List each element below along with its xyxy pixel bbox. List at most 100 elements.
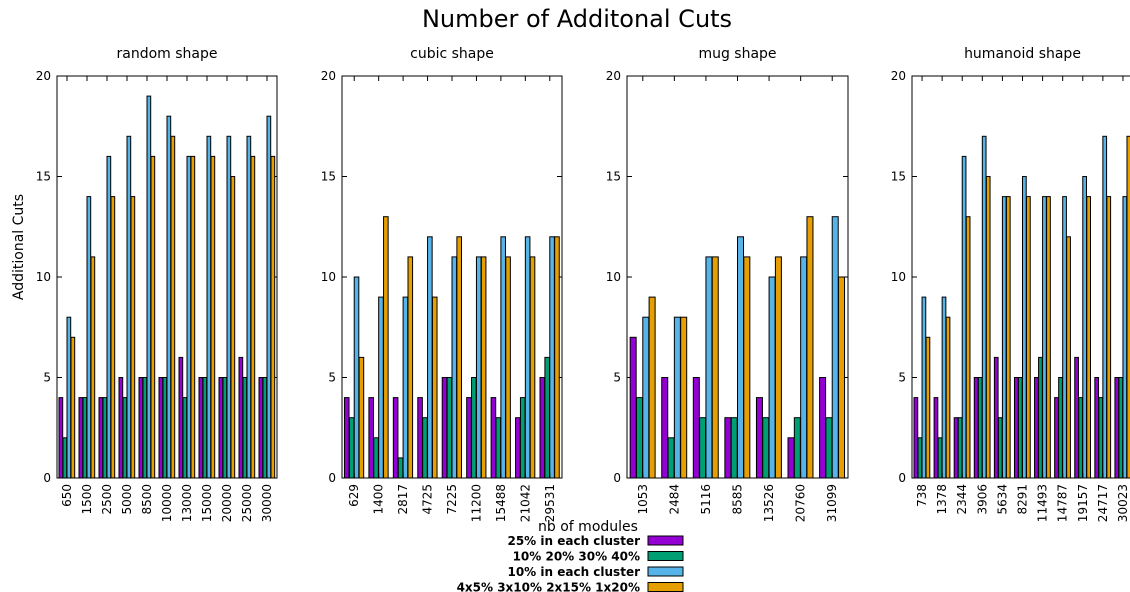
plot-frame <box>56 75 278 479</box>
x-tick-label: 29531 <box>543 484 557 522</box>
bar <box>1098 397 1104 479</box>
y-tick-label: 10 <box>36 270 51 284</box>
bar <box>1106 196 1112 479</box>
bar <box>673 316 681 479</box>
legend-label: 10% 20% 30% 40% <box>513 550 640 564</box>
bar <box>162 377 168 479</box>
bar <box>554 236 560 479</box>
bar <box>515 417 521 479</box>
x-tick-label: 2344 <box>955 484 969 515</box>
bar <box>262 377 268 479</box>
bar <box>246 135 252 479</box>
bar <box>1066 236 1071 479</box>
bar <box>774 256 782 479</box>
bar <box>441 377 448 479</box>
bar <box>446 377 453 479</box>
x-tick-label: 13000 <box>180 484 194 522</box>
bar <box>629 336 637 479</box>
bar <box>190 155 196 479</box>
bar <box>1013 377 1019 479</box>
bar <box>266 115 272 479</box>
y-tick-label: 10 <box>321 270 336 284</box>
bar <box>82 397 88 479</box>
bar <box>519 397 526 479</box>
bar <box>210 155 216 479</box>
y-tick-label: 15 <box>606 170 621 184</box>
x-tick-label: 15000 <box>200 484 214 522</box>
bar <box>182 397 188 479</box>
bar <box>985 176 991 479</box>
bar <box>1102 135 1108 479</box>
bar <box>158 377 164 479</box>
bar <box>743 256 751 479</box>
bar <box>680 316 688 479</box>
bar <box>1054 397 1059 479</box>
y-tick-label: 0 <box>43 471 51 485</box>
bar <box>383 216 389 479</box>
bar <box>1034 377 1039 479</box>
x-tick-label: 5000 <box>120 484 134 515</box>
x-tick-label: 20000 <box>220 484 234 522</box>
x-tick-label: 21042 <box>518 484 532 522</box>
bar <box>1062 196 1067 479</box>
bar <box>70 336 76 479</box>
legend-swatch <box>647 566 684 577</box>
bar <box>490 397 497 479</box>
bar <box>368 397 374 479</box>
bar <box>250 155 256 479</box>
bar <box>427 236 433 479</box>
bar <box>831 216 839 479</box>
x-tick-label: 14787 <box>1056 484 1070 522</box>
y-tick-label: 0 <box>613 471 621 485</box>
bar <box>1001 196 1007 479</box>
bar <box>762 417 770 479</box>
bar <box>1038 356 1043 479</box>
bar <box>711 256 719 479</box>
x-tick-label: 11200 <box>469 484 483 522</box>
chart-panel-2: cubic shape 0 5 10 15 20 629 1400 2817 4725 7225 11… <box>321 46 563 522</box>
bar <box>1058 377 1063 479</box>
chart-panel-4: humanoid shape 0 5 10 15 20 738 1378 2344 3906 563… <box>891 46 1130 522</box>
plot-frame <box>341 75 563 479</box>
bar <box>793 417 801 479</box>
bar <box>348 417 355 479</box>
bar <box>466 397 472 479</box>
bar <box>977 377 983 479</box>
x-tick-label: 30000 <box>260 484 274 522</box>
panel-title: cubic shape <box>410 46 494 62</box>
y-tick-label: 10 <box>606 270 621 284</box>
x-tick-label: 2817 <box>396 484 410 515</box>
bar <box>407 256 414 479</box>
bar <box>1074 356 1079 479</box>
y-tick-label: 20 <box>321 69 336 83</box>
plot-frame <box>911 75 1130 479</box>
bar <box>937 437 943 479</box>
bar <box>373 437 379 479</box>
bar <box>692 377 700 479</box>
bar <box>451 256 458 479</box>
y-tick-label: 5 <box>43 371 51 385</box>
x-tick-label: 738 <box>915 484 929 507</box>
plot-frame <box>626 75 849 479</box>
x-tick-label: 19157 <box>1076 484 1090 522</box>
bar <box>456 236 462 479</box>
bar <box>130 196 136 479</box>
bar <box>500 236 506 479</box>
bar <box>1005 196 1011 479</box>
bar <box>705 256 713 479</box>
chart-panel-3: mug shape 0 5 10 15 20 1053 2484 5116 8585 13526 20… <box>606 46 849 522</box>
bar <box>945 316 951 479</box>
x-tick-label: 8291 <box>1016 484 1030 515</box>
bar <box>1114 377 1120 479</box>
bar <box>90 256 96 479</box>
x-tick-label: 24717 <box>1096 484 1110 522</box>
x-tick-label: 2500 <box>100 484 114 515</box>
bar <box>768 276 776 479</box>
x-tick-label: 20760 <box>794 484 808 522</box>
bar <box>806 216 814 479</box>
y-tick-label: 20 <box>606 69 621 83</box>
bar <box>505 256 511 479</box>
bar <box>755 397 763 479</box>
x-tick-label: 30023 <box>1116 484 1130 522</box>
